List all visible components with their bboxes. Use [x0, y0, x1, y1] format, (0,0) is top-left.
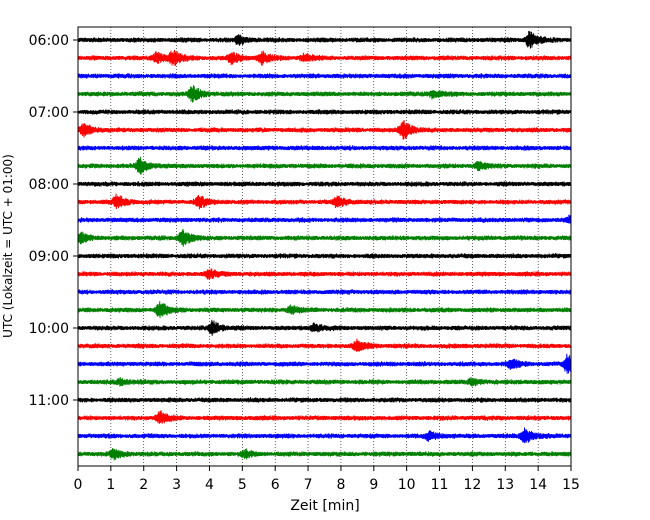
grid-lines	[110, 27, 539, 466]
x-tick-label: 11	[431, 477, 449, 493]
trace-1130	[77, 427, 572, 444]
y-tick-label: 09:00	[29, 249, 69, 265]
x-tick-label: 13	[496, 477, 514, 493]
trace-0700	[77, 109, 572, 115]
trace-1115	[77, 410, 572, 424]
trace-1145	[77, 448, 572, 461]
trace-0745	[77, 156, 572, 175]
y-axis-label: UTC (Lokalzeit = UTC + 01:00)	[1, 154, 15, 338]
seismic-traces	[77, 30, 572, 461]
trace-0815	[77, 193, 572, 210]
x-tick-label: 12	[463, 477, 481, 493]
trace-0730	[77, 145, 572, 151]
x-tick-label: 15	[562, 477, 580, 493]
x-axis-label: Zeit [min]	[290, 498, 359, 514]
x-axis-ticks: 0 1 2 3 4 5 6 7 8 9 10 11 12 13 14 15	[74, 466, 580, 493]
trace-0930	[77, 289, 572, 295]
y-tick-label: 11:00	[29, 393, 69, 409]
x-tick-label: 7	[304, 477, 313, 493]
trace-0645	[77, 85, 572, 103]
trace-0800	[77, 181, 572, 187]
x-tick-label: 14	[529, 477, 547, 493]
y-tick-label: 08:00	[29, 177, 69, 193]
x-tick-label: 4	[205, 477, 214, 493]
plot-frame	[77, 26, 572, 467]
x-tick-label: 1	[106, 477, 115, 493]
x-tick-label: 3	[172, 477, 181, 493]
x-tick-label: 5	[238, 477, 247, 493]
y-tick-label: 10:00	[29, 321, 69, 337]
y-tick-label: 06:00	[29, 33, 69, 49]
trace-0630	[77, 73, 572, 79]
y-tick-label: 07:00	[29, 105, 69, 121]
trace-0830	[77, 214, 572, 225]
x-tick-label: 2	[139, 477, 148, 493]
trace-0945	[77, 301, 572, 319]
trace-1015	[77, 338, 572, 352]
trace-0900	[77, 253, 572, 259]
trace-0715	[77, 120, 572, 140]
trace-1045	[77, 376, 572, 387]
trace-1000	[77, 319, 572, 336]
trace-0600	[77, 30, 572, 49]
x-tick-label: 8	[336, 477, 345, 493]
trace-0615	[77, 49, 572, 66]
x-tick-label: 9	[369, 477, 378, 493]
trace-0845	[77, 228, 572, 247]
x-tick-label: 10	[398, 477, 416, 493]
trace-1100	[77, 397, 572, 403]
y-axis-ticks: 06:00 07:00 08:00 09:00 10:00 11:00	[29, 33, 78, 409]
trace-0915	[77, 268, 572, 280]
x-tick-label: 6	[271, 477, 280, 493]
x-tick-label: 0	[74, 477, 83, 493]
trace-1030	[77, 353, 572, 374]
